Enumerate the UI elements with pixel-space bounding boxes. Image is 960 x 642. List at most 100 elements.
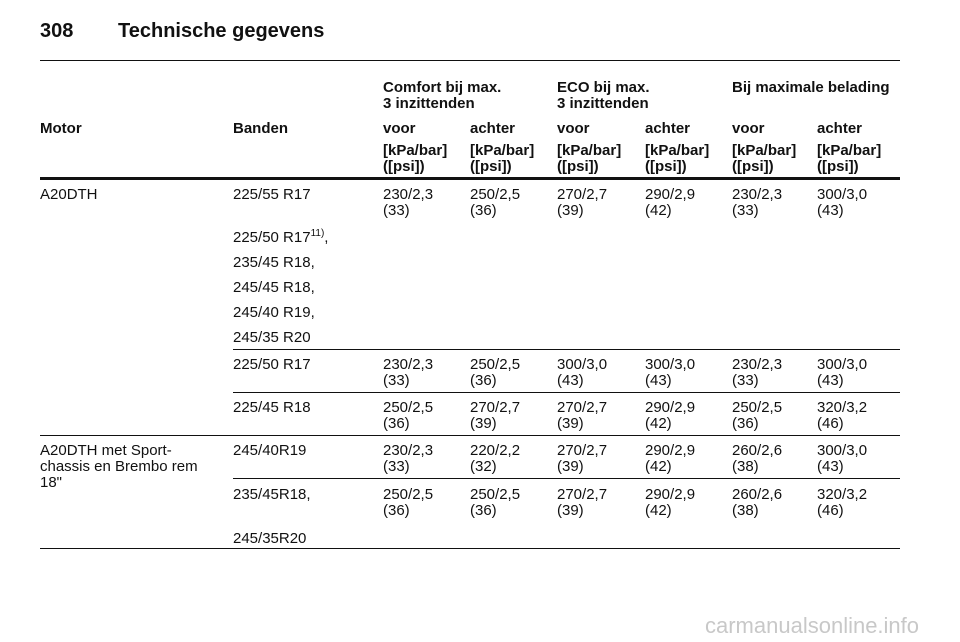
- motor: 18": [40, 474, 63, 491]
- pressure: (43): [557, 372, 584, 389]
- pressure: 230/2,3: [383, 186, 434, 203]
- watermark: carmanualsonline.info: [705, 613, 920, 638]
- tire-size: 225/55 R17: [233, 186, 311, 203]
- pressure: 290/2,9: [645, 186, 696, 203]
- tire-size: 245/40R19: [233, 442, 307, 459]
- pressure: 270/2,7: [557, 486, 608, 503]
- pressure: 220/2,2: [470, 442, 521, 459]
- pressure: (36): [383, 415, 410, 432]
- rule: [40, 435, 900, 436]
- pressure: (42): [645, 502, 672, 519]
- pressure: (39): [557, 502, 584, 519]
- column-header: Banden: [233, 120, 289, 137]
- rule: [233, 349, 900, 350]
- pressure: 320/3,2: [817, 399, 868, 416]
- group-header: 3 inzittenden: [557, 95, 649, 112]
- pressure: 250/2,5: [470, 356, 521, 373]
- group-header: Comfort bij max.: [383, 79, 502, 96]
- pressure: (33): [383, 458, 410, 475]
- pressure: (42): [645, 415, 672, 432]
- pressure: 250/2,5: [383, 486, 434, 503]
- unit-header: [kPa/bar]: [470, 142, 535, 159]
- pressure: (42): [645, 202, 672, 219]
- unit-header: [kPa/bar]: [645, 142, 710, 159]
- pressure: 300/3,0: [817, 442, 868, 459]
- column-header: voor: [732, 120, 765, 137]
- pressure: 290/2,9: [645, 399, 696, 416]
- pressure: (46): [817, 415, 844, 432]
- unit-header: [kPa/bar]: [732, 142, 797, 159]
- pressure: (43): [645, 372, 672, 389]
- pressure: 300/3,0: [817, 356, 868, 373]
- pressure: (32): [470, 458, 497, 475]
- pressure: 250/2,5: [470, 186, 521, 203]
- page-number: 308: [40, 20, 74, 42]
- column-header: Motor: [40, 120, 82, 137]
- pressure: (36): [732, 415, 759, 432]
- pressure: 270/2,7: [557, 186, 608, 203]
- pressure: (46): [817, 502, 844, 519]
- tire-size: 225/50 R17: [233, 356, 311, 373]
- column-header: voor: [557, 120, 590, 137]
- pressure: 260/2,6: [732, 442, 783, 459]
- tire-size: 235/45R18,: [233, 486, 311, 503]
- pressure: 270/2,7: [470, 399, 521, 416]
- motor: A20DTH met Sport-: [40, 442, 172, 459]
- pressure: 230/2,3: [383, 442, 434, 459]
- column-header: voor: [383, 120, 416, 137]
- footnote-ref: 11): [310, 228, 325, 239]
- page-title: Technische gegevens: [118, 20, 325, 42]
- pressure: (42): [645, 458, 672, 475]
- motor: A20DTH: [40, 186, 98, 203]
- unit-header: ([psi]): [470, 158, 512, 175]
- pressure: 250/2,5: [470, 486, 521, 503]
- pressure: (33): [732, 202, 759, 219]
- pressure: 230/2,3: [732, 186, 783, 203]
- pressure: (39): [557, 458, 584, 475]
- pressure: (43): [817, 202, 844, 219]
- pressure: 260/2,6: [732, 486, 783, 503]
- pressure: (38): [732, 458, 759, 475]
- tire-size: 225/45 R18: [233, 399, 311, 416]
- pressure: (43): [817, 372, 844, 389]
- pressure: 230/2,3: [732, 356, 783, 373]
- tire-size: 245/40 R19,: [233, 304, 315, 321]
- unit-header: [kPa/bar]: [557, 142, 622, 159]
- pressure: (36): [470, 502, 497, 519]
- rule: [40, 177, 900, 180]
- tire-size: 245/45 R18,: [233, 279, 315, 296]
- pressure: (33): [383, 202, 410, 219]
- pressure: 290/2,9: [645, 486, 696, 503]
- column-header: achter: [470, 120, 516, 137]
- tire-size: 235/45 R18,: [233, 254, 315, 271]
- pressure: 300/3,0: [645, 356, 696, 373]
- pressure: 250/2,5: [383, 399, 434, 416]
- pressure: 300/3,0: [557, 356, 608, 373]
- rule: [40, 60, 900, 61]
- unit-header: ([psi]): [645, 158, 687, 175]
- pressure: 270/2,7: [557, 442, 608, 459]
- group-header: 3 inzittenden: [383, 95, 475, 112]
- unit-header: ([psi]): [817, 158, 859, 175]
- pressure: 230/2,3: [383, 356, 434, 373]
- group-header: Bij maximale belading: [732, 79, 890, 96]
- pressure: 270/2,7: [557, 399, 608, 416]
- unit-header: ([psi]): [732, 158, 774, 175]
- pressure: 320/3,2: [817, 486, 868, 503]
- pressure: (36): [470, 372, 497, 389]
- rule: [233, 478, 900, 479]
- rule: [40, 548, 900, 549]
- pressure: (33): [732, 372, 759, 389]
- pressure: (38): [732, 502, 759, 519]
- pressure: (39): [557, 202, 584, 219]
- pressure: (43): [817, 458, 844, 475]
- pressure: 250/2,5: [732, 399, 783, 416]
- column-header: achter: [817, 120, 863, 137]
- rule: [233, 392, 900, 393]
- motor: chassis en Brembo rem: [40, 458, 198, 475]
- suffix: ,: [324, 229, 329, 246]
- unit-header: ([psi]): [383, 158, 425, 175]
- tire-size: 245/35 R20: [233, 329, 311, 346]
- pressure: (33): [383, 372, 410, 389]
